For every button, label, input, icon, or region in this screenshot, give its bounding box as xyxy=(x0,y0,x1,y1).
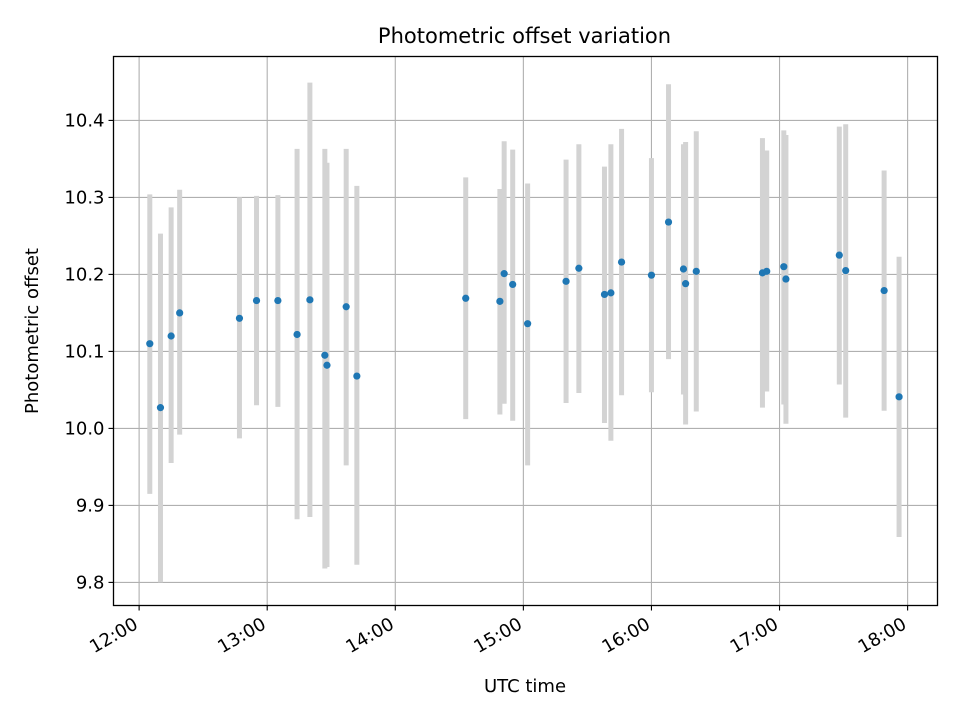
y-tick-label: 9.9 xyxy=(76,495,105,516)
data-point xyxy=(524,320,532,328)
data-point xyxy=(679,265,688,273)
y-tick-label: 10.1 xyxy=(64,341,104,362)
data-points xyxy=(146,218,903,412)
y-tick-label: 10.3 xyxy=(64,187,104,208)
y-tick-label: 10.2 xyxy=(64,264,104,285)
data-point xyxy=(835,251,843,259)
data-point xyxy=(342,303,350,311)
data-point xyxy=(600,290,609,299)
data-point xyxy=(617,258,626,266)
data-point xyxy=(692,267,700,275)
data-point xyxy=(353,372,361,380)
data-point xyxy=(146,340,154,348)
data-point xyxy=(321,351,329,359)
data-point xyxy=(252,296,261,305)
y-axis-label: Photometric offset xyxy=(22,248,43,414)
data-point xyxy=(176,309,184,317)
data-point xyxy=(664,218,673,226)
data-point xyxy=(235,314,244,322)
data-point xyxy=(509,280,517,289)
data-point xyxy=(647,271,656,279)
data-point xyxy=(293,330,301,339)
data-point xyxy=(895,393,903,401)
data-point xyxy=(780,263,788,271)
data-point xyxy=(607,289,615,297)
data-point xyxy=(500,270,508,278)
data-point xyxy=(763,267,771,275)
y-tick-label: 9.8 xyxy=(76,572,105,593)
x-axis-label: UTC time xyxy=(484,676,566,697)
data-point xyxy=(575,264,583,272)
y-tick-label: 10.0 xyxy=(64,418,104,439)
data-point xyxy=(323,361,331,369)
data-point xyxy=(167,332,175,340)
y-tick-label: 10.4 xyxy=(64,110,104,131)
data-point xyxy=(842,266,850,275)
data-point xyxy=(562,277,570,285)
data-point xyxy=(682,280,690,288)
data-point xyxy=(782,275,790,283)
data-point xyxy=(306,296,314,304)
plot-frame xyxy=(112,55,939,607)
data-point xyxy=(496,297,504,305)
data-point xyxy=(274,296,282,305)
data-point xyxy=(156,404,165,412)
chart-title: Photometric offset variation xyxy=(378,24,671,48)
y-axis-ticks: 9.8 9.9 10.0 10.1 10.2 10.3 10.4 xyxy=(64,110,114,593)
data-point xyxy=(880,286,888,295)
data-point xyxy=(462,294,470,302)
